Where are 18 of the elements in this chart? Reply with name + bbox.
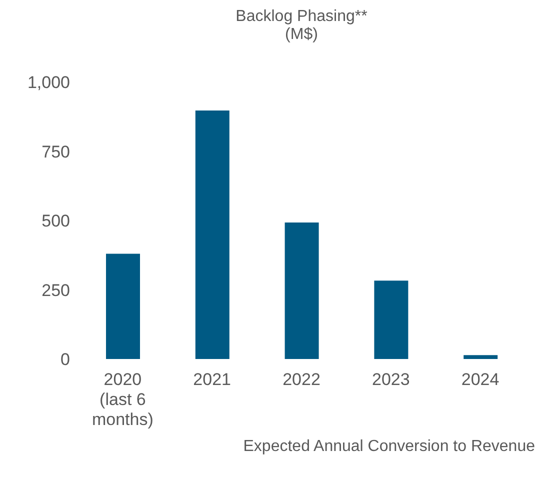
x-tick-label: 2023 xyxy=(372,370,410,389)
bar xyxy=(284,222,319,359)
y-tick-label: 1,000 xyxy=(27,73,70,92)
y-tick-label: 250 xyxy=(42,280,70,300)
bar xyxy=(464,355,498,359)
x-tick-label: 2020 (last 6 months) xyxy=(92,370,154,429)
y-tick-label: 0 xyxy=(60,350,70,370)
bar xyxy=(374,280,408,359)
bar xyxy=(106,254,140,359)
y-tick-label: 750 xyxy=(42,142,70,162)
y-tick-label: 500 xyxy=(42,212,70,231)
x-axis-title: Expected Annual Conversion to Revenue xyxy=(242,438,535,456)
x-tick-label: 2024 xyxy=(461,370,500,389)
chart-title: Backlog Phasing** xyxy=(234,8,368,26)
chart-subtitle: (M$) xyxy=(284,26,319,44)
x-tick-label: 2022 xyxy=(282,370,320,389)
bar xyxy=(195,110,230,359)
x-tick-label: 2021 xyxy=(193,370,232,389)
